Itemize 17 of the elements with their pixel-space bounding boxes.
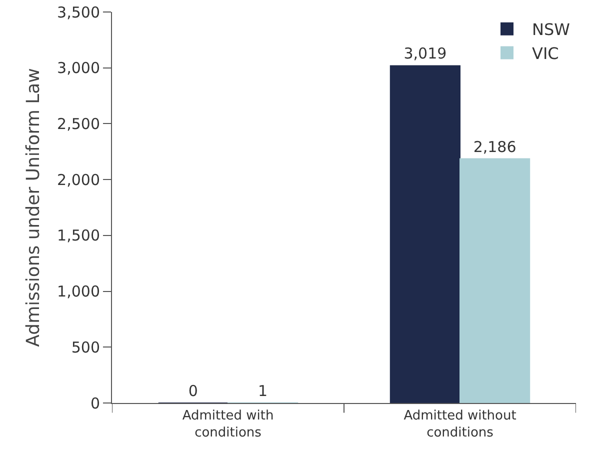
data-label: 0 <box>188 382 198 400</box>
legend-label: NSW <box>532 20 570 40</box>
y-axis-title: Admissions under Uniform Law <box>23 68 44 347</box>
data-label: 2,186 <box>473 138 516 156</box>
x-tick-label: Admitted without conditions <box>404 408 516 440</box>
y-tick-label: 3,000 <box>57 59 100 78</box>
x-tick-label: Admitted with conditions <box>182 408 274 440</box>
y-tick-label: 0 <box>90 394 100 412</box>
legend-label: VIC <box>532 44 559 63</box>
y-tick-label: 500 <box>71 338 100 356</box>
y-tick-label: 1,500 <box>57 226 100 245</box>
y-tick-label: 1,000 <box>57 282 100 301</box>
y-tick-label: 3,500 <box>57 3 100 22</box>
data-label: 1 <box>258 382 268 400</box>
y-tick-label: 2,000 <box>57 170 100 189</box>
data-label: 3,019 <box>404 44 447 63</box>
y-tick-label: 2,500 <box>57 114 100 133</box>
